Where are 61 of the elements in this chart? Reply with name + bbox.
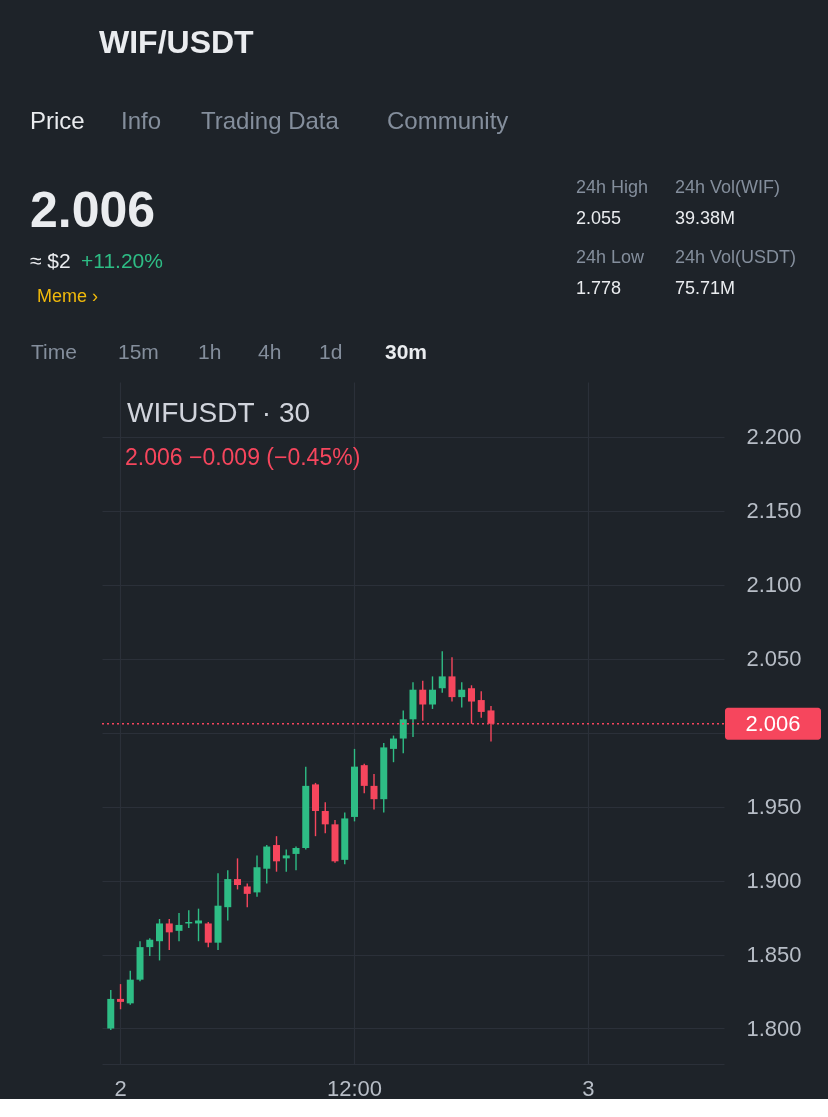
text: Meme ›	[37, 286, 99, 306]
candlestick	[477, 690, 485, 719]
text: 1d	[319, 340, 343, 363]
ref-line-label: 2.006	[745, 710, 801, 736]
y-tick-label: 1.800	[746, 1015, 802, 1041]
text: Community	[387, 107, 509, 134]
text: Price	[30, 107, 85, 134]
candlestick	[243, 882, 251, 908]
y-tick-label: 2.100	[746, 572, 802, 598]
text: 15m	[118, 340, 159, 363]
text: 24h High	[576, 177, 649, 197]
candlestick	[156, 918, 164, 962]
candlestick	[438, 650, 446, 694]
text: 1h	[198, 340, 222, 363]
y-tick-label: 1.850	[746, 942, 802, 968]
y-tick-label: 2.050	[746, 646, 802, 672]
candlestick	[204, 921, 212, 948]
candlestick	[370, 773, 378, 811]
candlestick	[282, 848, 290, 873]
candlestick	[117, 983, 125, 1010]
candlestick	[263, 844, 271, 885]
candlestick	[399, 709, 407, 755]
candlestick	[195, 907, 203, 942]
x-tick-label: 2	[114, 1075, 127, 1101]
text: Time	[31, 340, 77, 363]
candlestick	[165, 918, 173, 951]
text: 30m	[385, 340, 428, 363]
text: 39.38M	[675, 208, 736, 228]
candlestick	[360, 762, 368, 794]
text: ≈ $2	[30, 249, 71, 272]
x-tick-label: 12:00	[326, 1075, 383, 1101]
y-tick-label: 2.200	[746, 424, 802, 450]
text: Trading Data	[201, 107, 340, 134]
text: 2.006 −0.009 (−0.45%)	[125, 444, 361, 470]
candlestick	[321, 801, 329, 834]
text: 24h Vol(WIF)	[675, 177, 781, 197]
text: 2.055	[576, 208, 622, 228]
text: +11.20%	[81, 249, 163, 272]
candlestick	[126, 970, 134, 1006]
candlestick	[175, 912, 183, 942]
candlestick	[292, 845, 300, 871]
candlestick	[419, 680, 427, 722]
text: 2.006	[30, 182, 156, 238]
text: 1.778	[576, 278, 622, 298]
text: 75.71M	[675, 278, 736, 298]
candlestick	[429, 675, 436, 710]
candlestick	[390, 734, 397, 763]
x-tick-label: 3	[582, 1075, 595, 1101]
text: Info	[121, 107, 162, 134]
text: WIF/USDT	[99, 24, 255, 60]
text: 24h Low	[576, 247, 646, 267]
text: WIFUSDT · 30	[127, 397, 311, 428]
candlestick	[458, 681, 466, 709]
text: 24h Vol(USDT)	[675, 247, 797, 267]
y-tick-label: 1.950	[746, 794, 802, 820]
y-tick-label: 2.150	[746, 498, 802, 524]
candlestick	[273, 835, 281, 873]
text: 4h	[258, 340, 282, 363]
candlestick	[234, 857, 242, 891]
candlestick	[448, 656, 456, 703]
y-tick-label: 1.900	[746, 868, 802, 894]
